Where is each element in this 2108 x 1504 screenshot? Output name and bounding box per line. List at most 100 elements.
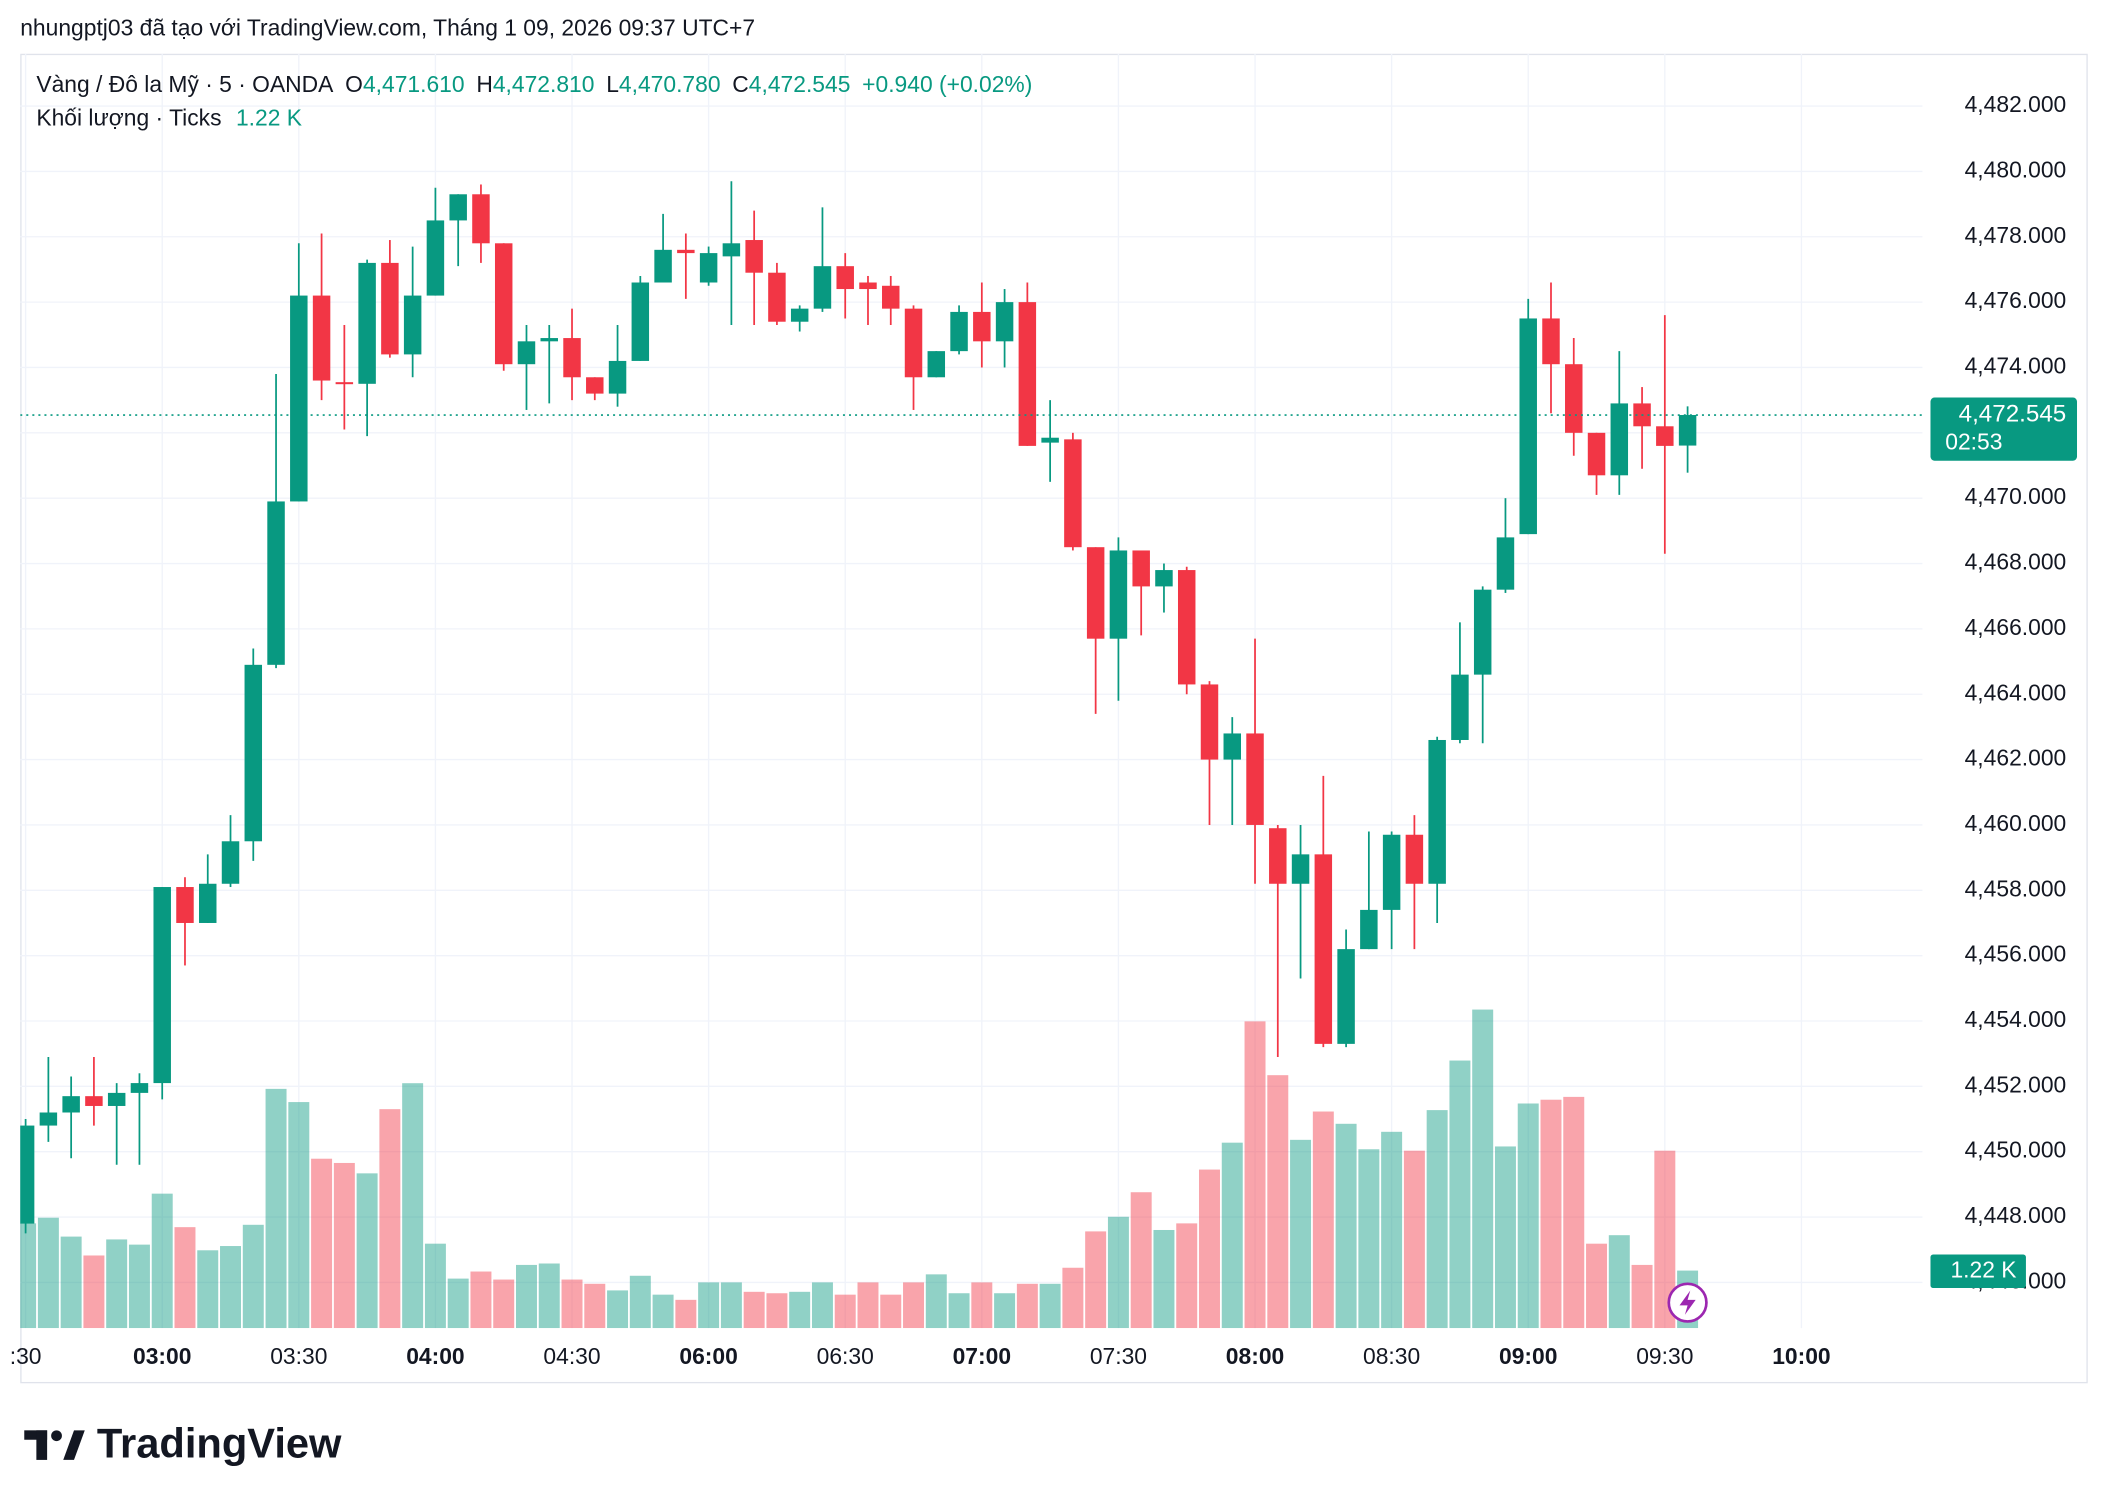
volume-bar [1016,1283,1038,1329]
y-tick-label: 4,458.000 [1965,875,2067,901]
ohlc-value: 4,472.810 [493,71,595,97]
volume-bar [811,1282,833,1329]
volume-bar [1540,1099,1562,1329]
volume-bar [629,1275,651,1329]
price-tag-label: 4,472.545 [1959,400,2067,427]
candle-body [1587,432,1606,476]
candle-body [813,266,832,309]
y-tick-label: 4,474.000 [1965,353,2067,379]
candle-body [904,308,923,378]
volume-bar [1221,1142,1243,1329]
volume-bar [333,1162,355,1329]
volume-bar [766,1293,788,1329]
volume-bar [37,1217,59,1329]
candle-body [130,1083,149,1093]
candle-body [1360,909,1378,950]
candle-body [1246,733,1264,825]
volume-tag-label: 1.22 K [1950,1256,2016,1282]
candle-body [290,295,308,502]
x-tick-label: 04:30 [543,1343,600,1369]
x-tick-label: 09:30 [1636,1343,1693,1369]
volume-bar [675,1299,697,1329]
logo-shape [24,1430,48,1440]
logo-shape [63,1430,85,1460]
candle-body [153,887,171,1084]
volume-bar [1312,1111,1334,1329]
brand-logo: TradingView [24,1419,342,1466]
volume-bar [607,1290,629,1329]
candle-body [1291,854,1310,884]
volume-bar [493,1279,515,1329]
volume-bar [1494,1146,1516,1329]
volume-bar [470,1271,492,1329]
y-tick-label: 4,452.000 [1965,1071,2067,1097]
volume-bar [743,1291,765,1329]
x-tick-label: 04:00 [406,1343,464,1369]
candle-body [1064,439,1082,548]
candle-body [995,302,1014,342]
ohlc-key: L [606,71,619,97]
volume-bar [220,1246,241,1329]
candle-body [1678,415,1697,446]
chart-frame [20,53,2088,1384]
x-tick-label: 08:30 [1363,1343,1420,1369]
y-tick-label: 4,476.000 [1965,287,2067,313]
volume-bar [880,1294,902,1329]
candle-body [20,1125,35,1224]
x-tick-label: 06:00 [679,1343,737,1369]
candle-body [677,249,695,254]
candle-body [1451,674,1469,740]
candle-body [221,841,240,884]
ohlc-value: 4,472.545 [749,71,851,97]
volume-bar [1153,1229,1175,1329]
candle-body [1405,834,1424,884]
candle-body [1041,437,1059,443]
candle-body [1337,949,1355,1044]
candle-body [745,240,763,273]
volume-bar [288,1102,310,1329]
candle-body [1542,318,1560,365]
volume-bar [265,1088,287,1329]
x-tick-label: 03:00 [133,1343,191,1369]
volume-bar [994,1293,1016,1329]
volume-bar [1517,1103,1539,1329]
volume-bar [1449,1060,1471,1329]
y-tick-label: 4,454.000 [1965,1006,2067,1032]
axes: 4,446.0004,448.0004,450.0004,452.0004,45… [10,91,2078,1369]
candle-body [1610,403,1629,476]
price-tag [1930,397,2078,461]
volume-bar [857,1282,879,1329]
realtime-bolt [1679,1290,1696,1315]
volume-bar [1107,1216,1129,1329]
candle-body [1473,589,1492,675]
volume-bar [789,1291,811,1329]
x-tick-label: 08:00 [1226,1343,1284,1369]
candle-body [62,1096,80,1113]
volume-bar [515,1264,537,1329]
x-tick-label: 07:30 [1090,1343,1147,1369]
candle-body [882,285,900,309]
logo-shape [36,1430,48,1460]
credit-line: nhungptj03 đã tạo với TradingView.com, T… [20,15,755,41]
volume-bar [1586,1243,1608,1329]
volume-bar [1267,1075,1289,1329]
symbol: Vàng / Đô la Mỹ · 5 · OANDA [36,71,334,97]
volume-bar [1563,1096,1585,1329]
volume-bar [925,1274,947,1329]
y-tick-label: 4,464.000 [1965,679,2067,705]
y-tick-label: 4,448.000 [1965,1202,2067,1228]
volume-bar [971,1282,993,1329]
candle-body [927,351,946,378]
volume-bar [1654,1150,1676,1329]
y-tick-label: 4,470.000 [1965,483,2067,509]
candle-body [381,262,399,355]
candle-body [107,1092,126,1106]
candle-body [631,282,650,361]
candle-body [494,243,513,365]
candle-body [1200,684,1219,760]
volume-bar [584,1283,606,1329]
volume-bar [60,1236,82,1329]
volume-bar [652,1294,674,1329]
candle-body [1382,834,1401,910]
